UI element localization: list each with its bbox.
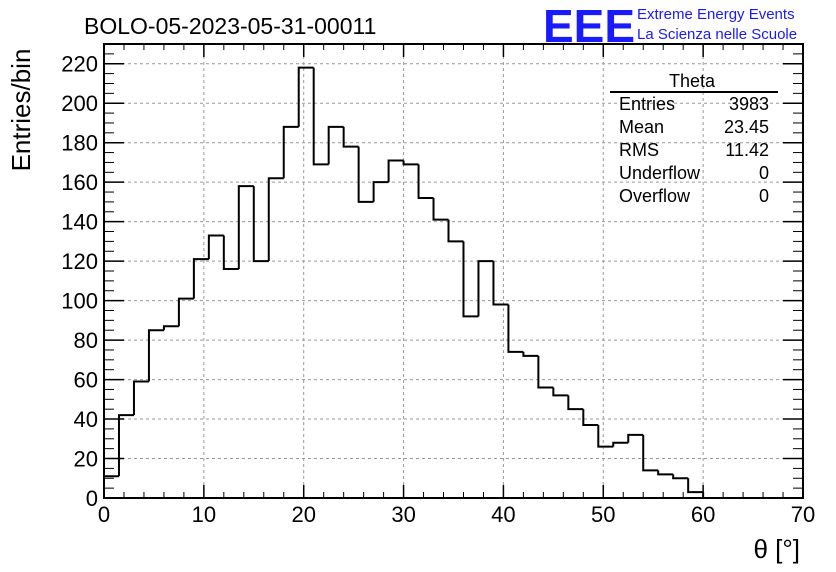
histogram-bin — [132, 380, 149, 416]
histogram-bin — [252, 186, 269, 263]
histogram-bin — [447, 219, 464, 243]
histogram-bin — [387, 159, 404, 183]
chart-title: BOLO-05-2023-05-31-00011 — [84, 13, 376, 39]
eee-logo: EEE Extreme Energy Events La Scienza nel… — [543, 0, 797, 52]
histogram-bin — [507, 304, 524, 353]
y-axis-label: Entries/bin — [6, 49, 36, 172]
histogram-bin — [237, 185, 254, 270]
y-tick-label: 140 — [61, 210, 98, 235]
stats-row-label: Overflow — [619, 186, 691, 206]
y-tick-label: 80 — [74, 328, 98, 353]
logo-text-line2: La Scienza nelle Scuole — [637, 26, 797, 43]
plot-frame — [103, 43, 804, 499]
y-tick-label: 180 — [61, 131, 98, 156]
histogram-bin — [657, 470, 674, 476]
histogram-bin — [222, 235, 239, 271]
histogram-bin — [597, 424, 614, 448]
histogram-bin — [267, 177, 284, 262]
y-tick-labels: 0 20 40 60 80 100 120 140 160 180 200 220 — [61, 52, 98, 511]
x-tick-label: 10 — [192, 502, 216, 527]
histogram-bin — [342, 126, 359, 148]
x-tick-label: 50 — [591, 502, 615, 527]
stats-box: Theta Entries 3983 Mean 23.45 RMS 11.42 Underf… — [610, 71, 778, 206]
histogram-bin — [177, 297, 194, 327]
stats-row-value: 3983 — [729, 94, 769, 114]
histogram-bin — [147, 329, 164, 382]
x-tick-labels: 0 10 20 30 40 50 60 70 — [98, 502, 815, 527]
histogram-bin — [402, 160, 419, 166]
histogram-bin — [372, 181, 389, 202]
eee-logo-letters: EEE — [543, 0, 635, 52]
histogram-bin — [522, 351, 539, 357]
grid-lines — [104, 44, 803, 498]
histogram-bin — [357, 146, 374, 203]
y-tick-label: 60 — [74, 368, 98, 393]
histogram-bin — [627, 433, 644, 443]
y-tick-label: 160 — [61, 170, 98, 195]
histogram-series — [103, 66, 719, 499]
y-tick-label: 100 — [61, 289, 98, 314]
x-tick-label: 60 — [691, 502, 715, 527]
histogram-bin — [642, 434, 659, 472]
stats-row-label: Mean — [619, 117, 664, 137]
histogram-bin — [297, 66, 314, 127]
x-tick-label: 30 — [391, 502, 415, 527]
histogram-bin — [552, 387, 569, 397]
histogram-bin — [282, 125, 299, 179]
histogram-bin — [612, 441, 629, 447]
histogram-bin — [537, 355, 554, 389]
y-tick-label: 220 — [61, 52, 98, 77]
y-tick-label: 20 — [74, 447, 98, 472]
histogram-bin — [117, 414, 134, 477]
histogram-bin — [462, 241, 479, 318]
histogram-bin — [582, 409, 599, 426]
histogram-bin — [432, 197, 449, 221]
y-tick-label: 40 — [74, 407, 98, 432]
stats-row-value: 11.42 — [725, 140, 769, 160]
x-axis-label: θ [°] — [753, 534, 800, 564]
histogram-bin — [327, 125, 344, 165]
x-tick-label: 20 — [291, 502, 315, 527]
histogram-bin — [567, 395, 584, 411]
axis-ticks — [103, 44, 804, 499]
stats-row-value: 0 — [759, 186, 769, 206]
stats-row-value: 23.45 — [724, 117, 769, 137]
stats-row-label: Underflow — [619, 163, 701, 183]
histogram-bin — [672, 474, 689, 480]
stats-row-value: 0 — [759, 163, 769, 183]
histogram-bin — [192, 258, 209, 299]
x-tick-label: 0 — [98, 502, 110, 527]
logo-text-line1: Extreme Energy Events — [637, 6, 795, 23]
stats-row-label: Entries — [619, 94, 675, 114]
x-tick-label: 70 — [791, 502, 815, 527]
histogram-bin — [162, 325, 179, 331]
histogram-bin — [477, 260, 494, 317]
x-tick-label: 40 — [491, 502, 515, 527]
stats-name: Theta — [669, 71, 716, 91]
histogram-bin — [207, 234, 224, 260]
histogram-bin — [687, 478, 704, 494]
y-tick-label: 120 — [61, 249, 98, 274]
histogram-bin — [417, 164, 434, 199]
histogram-bin — [312, 67, 329, 166]
stats-row-label: RMS — [619, 140, 659, 160]
y-tick-label: 0 — [86, 486, 98, 511]
y-tick-label: 200 — [61, 91, 98, 116]
histogram-bin — [103, 475, 119, 498]
histogram-bin — [492, 261, 509, 306]
